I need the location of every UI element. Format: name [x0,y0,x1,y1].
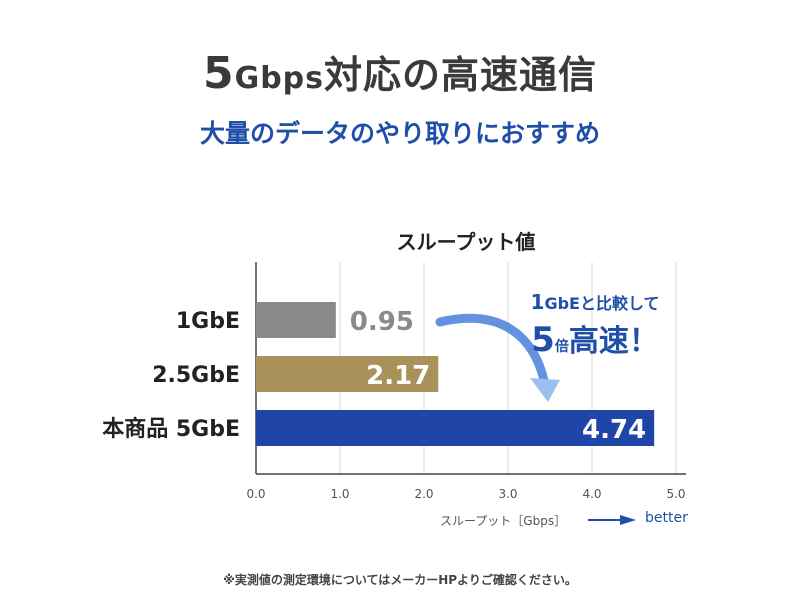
x-tick-label: 1.0 [330,487,349,501]
title-unit: Gbps [234,61,325,96]
x-tick-label: 2.0 [414,487,433,501]
x-tick-label: 3.0 [498,487,517,501]
footnote: ※実測値の測定環境についてはメーカーHPよりご確認ください。 [223,573,577,587]
curved-arrow-icon [435,313,550,390]
page-title: 5Gbps対応の高速通信 [0,44,800,99]
better-label: better [645,510,688,526]
category-label: 2.5GbE [152,363,240,388]
x-tick-label: 0.0 [246,487,265,501]
x-tick-label: 5.0 [666,487,685,501]
bar [256,356,439,392]
value-label: 0.95 [350,307,414,337]
callout-num-1: 1 [530,290,545,314]
better-arrow-icon [620,515,636,525]
value-label: 2.17 [366,361,430,391]
x-tick-label: 4.0 [582,487,601,501]
title-number: 5 [202,48,235,99]
value-label: 4.74 [582,415,646,445]
bar [256,410,655,446]
callout-num-2: 5 [531,320,555,360]
chart-title: スループット値 [396,230,536,254]
callout-small-2: 倍 [554,339,569,355]
page-subtitle: 大量のデータのやり取りにおすすめ [199,119,600,148]
callout-text-1: GbEと比較して [544,294,660,313]
x-axis-title: スループット［Gbps］ [440,514,567,528]
category-label: 1GbE [176,309,240,334]
arrow-head-icon [530,378,560,402]
callout-text-2: 高速！ [568,324,659,359]
bar [256,302,336,338]
category-label: 本商品 5GbE [102,416,240,442]
title-text: 対応の高速通信 [324,53,598,97]
comparison-callout: 1GbEと比較して 5倍高速！ [510,290,680,360]
